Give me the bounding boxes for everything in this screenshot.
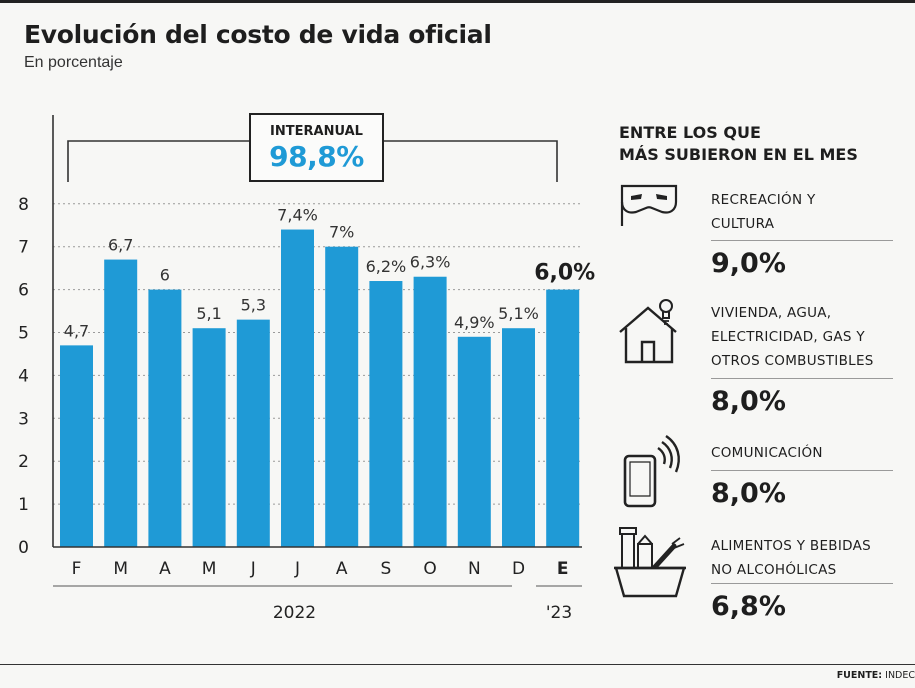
x-tick-label: O <box>423 559 436 579</box>
bar <box>148 289 182 547</box>
y-tick-label: 6 <box>18 281 29 301</box>
bar <box>104 259 138 547</box>
x-tick-label: S <box>381 559 392 579</box>
x-tick-label: F <box>72 559 82 579</box>
x-tick-label: N <box>468 559 481 579</box>
bottom-rule <box>0 664 915 665</box>
interanual-value: 98,8% <box>269 140 364 173</box>
category-name-line: CULTURA <box>711 216 775 232</box>
theater-mask-icon <box>620 184 678 226</box>
y-tick-label: 0 <box>18 538 29 558</box>
category-value: 8,0% <box>711 478 786 509</box>
category-divider <box>711 583 893 584</box>
data-label: 6,7 <box>108 236 133 255</box>
category-divider <box>711 378 893 379</box>
year-group-label: 2022 <box>273 603 316 623</box>
data-label: 7,4% <box>277 206 318 225</box>
interanual-label: INTERANUAL <box>270 124 363 139</box>
category-name-line: ELECTRICIDAD, GAS Y <box>711 329 865 345</box>
bar <box>325 246 359 547</box>
bar <box>281 229 314 548</box>
bar <box>502 328 535 547</box>
house-lightbulb-icon <box>619 299 677 364</box>
data-label: 6,3% <box>410 253 451 272</box>
category-name-line: OTROS COMBUSTIBLES <box>711 353 874 369</box>
bar <box>546 289 580 547</box>
data-label: 5,3 <box>241 296 266 315</box>
x-tick-label: J <box>294 559 300 579</box>
interanual-box: INTERANUAL 98,8% <box>249 113 384 182</box>
category-name: VIVIENDA, AGUA, ELECTRICIDAD, GAS Y OTRO… <box>711 301 901 373</box>
y-tick-label: 1 <box>18 495 29 515</box>
y-tick-label: 8 <box>18 195 29 215</box>
chart-title: Evolución del costo de vida oficial <box>24 20 492 49</box>
category-value: 9,0% <box>711 248 786 279</box>
bar <box>369 281 403 547</box>
bar <box>413 276 447 547</box>
y-tick-label: 2 <box>18 452 29 472</box>
grocery-basket-icon <box>614 527 686 598</box>
data-label: 4,7 <box>64 321 89 340</box>
bar <box>236 319 270 547</box>
x-tick-label: J <box>250 559 256 579</box>
y-tick-label: 7 <box>18 238 29 258</box>
interanual-bracket <box>67 140 558 182</box>
x-tick-label: A <box>336 559 348 579</box>
category-name: COMUNICACIÓN <box>711 441 901 465</box>
data-label: 5,1% <box>498 304 539 323</box>
side-panel-title: ENTRE LOS QUE MÁS SUBIERON EN EL MES <box>619 122 879 166</box>
chart-subtitle: En porcentaje <box>24 54 123 71</box>
category-name-line: VIVIENDA, AGUA, <box>711 305 832 321</box>
category-value: 6,8% <box>711 591 786 622</box>
side-panel-title-line: MÁS SUBIERON EN EL MES <box>619 145 858 164</box>
source-note: FUENTE: INDEC <box>837 670 915 681</box>
data-label: 7% <box>329 223 354 242</box>
data-label: 6,0% <box>534 261 595 286</box>
data-label: 4,9% <box>454 313 495 332</box>
category-divider <box>711 470 893 471</box>
bar <box>192 328 226 547</box>
smartphone-signal-icon <box>623 435 680 508</box>
category-value: 8,0% <box>711 386 786 417</box>
side-panel-title-line: ENTRE LOS QUE <box>619 123 761 142</box>
category-name-line: NO ALCOHÓLICAS <box>711 562 837 578</box>
top-rule <box>0 0 915 3</box>
category-name-line: RECREACIÓN Y <box>711 192 816 208</box>
source-label: FUENTE: <box>836 670 883 681</box>
y-tick-label: 3 <box>18 409 29 429</box>
y-tick-label: 4 <box>18 366 29 386</box>
x-tick-label: M <box>113 559 128 579</box>
category-name: RECREACIÓN Y CULTURA <box>711 188 901 236</box>
x-tick-label: E <box>557 559 569 579</box>
year-group-label: '23 <box>546 603 572 623</box>
category-name-line: ALIMENTOS Y BEBIDAS <box>711 538 871 554</box>
source-text: INDEC <box>885 670 915 681</box>
category-divider <box>711 240 893 241</box>
data-label: 5,1 <box>196 304 221 323</box>
x-tick-label: A <box>159 559 171 579</box>
data-label: 6,2% <box>366 257 407 276</box>
x-tick-label: M <box>202 559 217 579</box>
category-name-line: COMUNICACIÓN <box>711 445 823 461</box>
bar <box>457 336 491 547</box>
x-tick-label: D <box>512 559 525 579</box>
bar <box>60 345 93 547</box>
y-tick-label: 5 <box>18 324 29 344</box>
data-label: 6 <box>160 266 170 285</box>
category-name: ALIMENTOS Y BEBIDAS NO ALCOHÓLICAS <box>711 534 901 582</box>
